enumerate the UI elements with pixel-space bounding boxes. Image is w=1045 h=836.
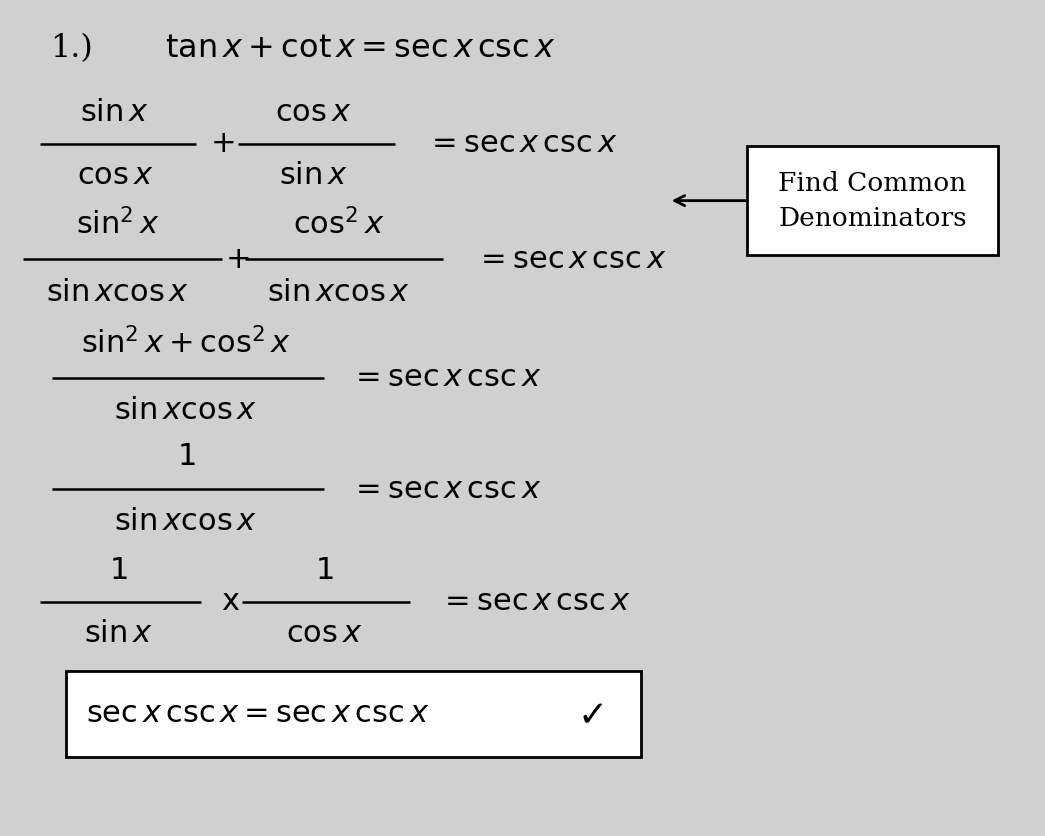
Text: $\sin x$: $\sin x$ [279,161,348,190]
Text: $\cos x$: $\cos x$ [76,161,154,190]
Text: $\sin x$: $\sin x$ [84,619,153,648]
Text: $\cos x$: $\cos x$ [275,98,352,127]
Text: $\cos^2 x$: $\cos^2 x$ [293,208,385,241]
Text: 1.): 1.) [50,33,93,64]
Text: $= \sec x\,\csc x$: $= \sec x\,\csc x$ [426,130,618,158]
Text: $\sin x\cos x$: $\sin x\cos x$ [114,507,258,537]
Text: $1$: $1$ [315,556,333,585]
Text: $\sin x\cos x$: $\sin x\cos x$ [46,278,190,307]
Text: $+$: $+$ [225,245,250,273]
Text: $= \sec x\,\csc x$: $= \sec x\,\csc x$ [350,364,541,392]
Text: $\tan x + \cot x = \sec x\,\csc x$: $\tan x + \cot x = \sec x\,\csc x$ [165,33,556,64]
FancyBboxPatch shape [747,146,998,255]
Text: $= \sec x\,\csc x$: $= \sec x\,\csc x$ [350,475,541,503]
Text: $= \sec x\,\csc x$: $= \sec x\,\csc x$ [439,588,630,616]
Text: $1$: $1$ [177,441,195,471]
Text: $\sin x\cos x$: $\sin x\cos x$ [114,396,258,426]
FancyBboxPatch shape [66,671,641,757]
Text: $\cos x$: $\cos x$ [285,619,363,648]
Text: $\checkmark$: $\checkmark$ [578,697,603,731]
Text: $= \sec x\,\csc x$: $= \sec x\,\csc x$ [475,245,667,273]
Text: $\sin^2 x + \cos^2 x$: $\sin^2 x + \cos^2 x$ [80,327,292,359]
Text: $\sin x$: $\sin x$ [80,98,149,127]
Text: $\sin^2 x$: $\sin^2 x$ [76,208,160,241]
Text: $1$: $1$ [109,556,127,585]
Text: $+$: $+$ [210,130,235,158]
Text: $\sin x\cos x$: $\sin x\cos x$ [266,278,411,307]
Text: $\sec x\,\csc x = \sec x\,\csc x$: $\sec x\,\csc x = \sec x\,\csc x$ [86,700,429,728]
Text: Find Common
Denominators: Find Common Denominators [779,171,967,231]
Text: x: x [220,588,239,616]
